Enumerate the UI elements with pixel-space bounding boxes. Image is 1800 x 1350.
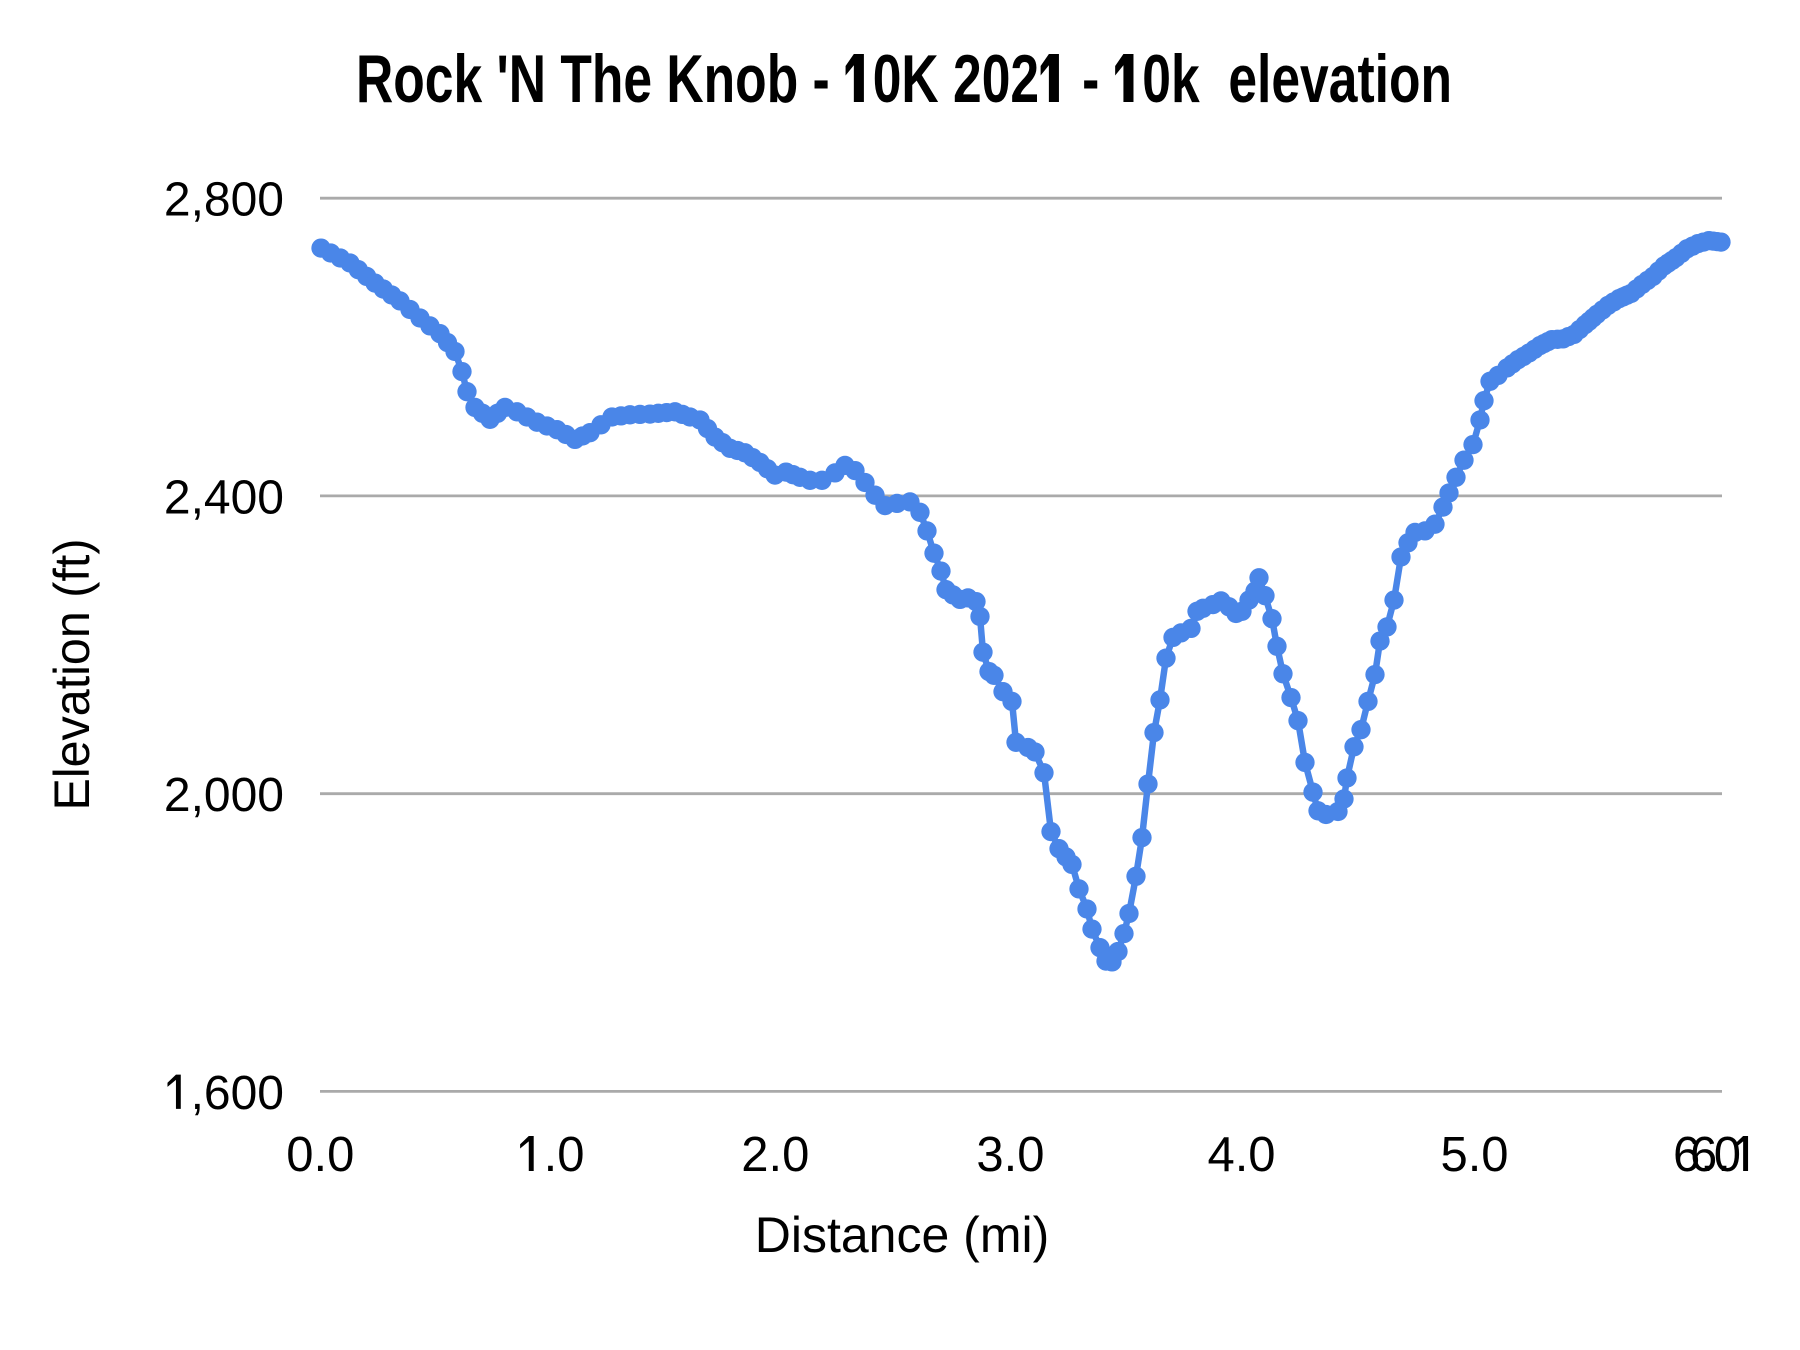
svg-text:2,800: 2,800 [164, 174, 284, 227]
svg-text:3.0: 3.0 [976, 1128, 1044, 1182]
svg-text:,600: ,600 [164, 1067, 284, 1120]
svg-text:Elevation (ft): Elevation (ft) [44, 539, 100, 811]
svg-text:2.0: 2.0 [741, 1128, 809, 1182]
svg-text:6.0: 6.0 [1673, 1128, 1741, 1182]
svg-text:2,400: 2,400 [164, 471, 284, 524]
svg-text:.0: .0 [516, 1128, 584, 1182]
svg-text:Rock 'N The Knob - 0K 202: Rock 'N The Knob - 0K 202 - 0k elevation [356, 41, 1452, 117]
svg-text:2,000: 2,000 [164, 769, 284, 822]
svg-text:4.0: 4.0 [1207, 1128, 1275, 1182]
svg-text:0.0: 0.0 [286, 1128, 354, 1182]
svg-text:Distance (mi): Distance (mi) [755, 1207, 1049, 1263]
svg-text:5.0: 5.0 [1440, 1128, 1508, 1182]
